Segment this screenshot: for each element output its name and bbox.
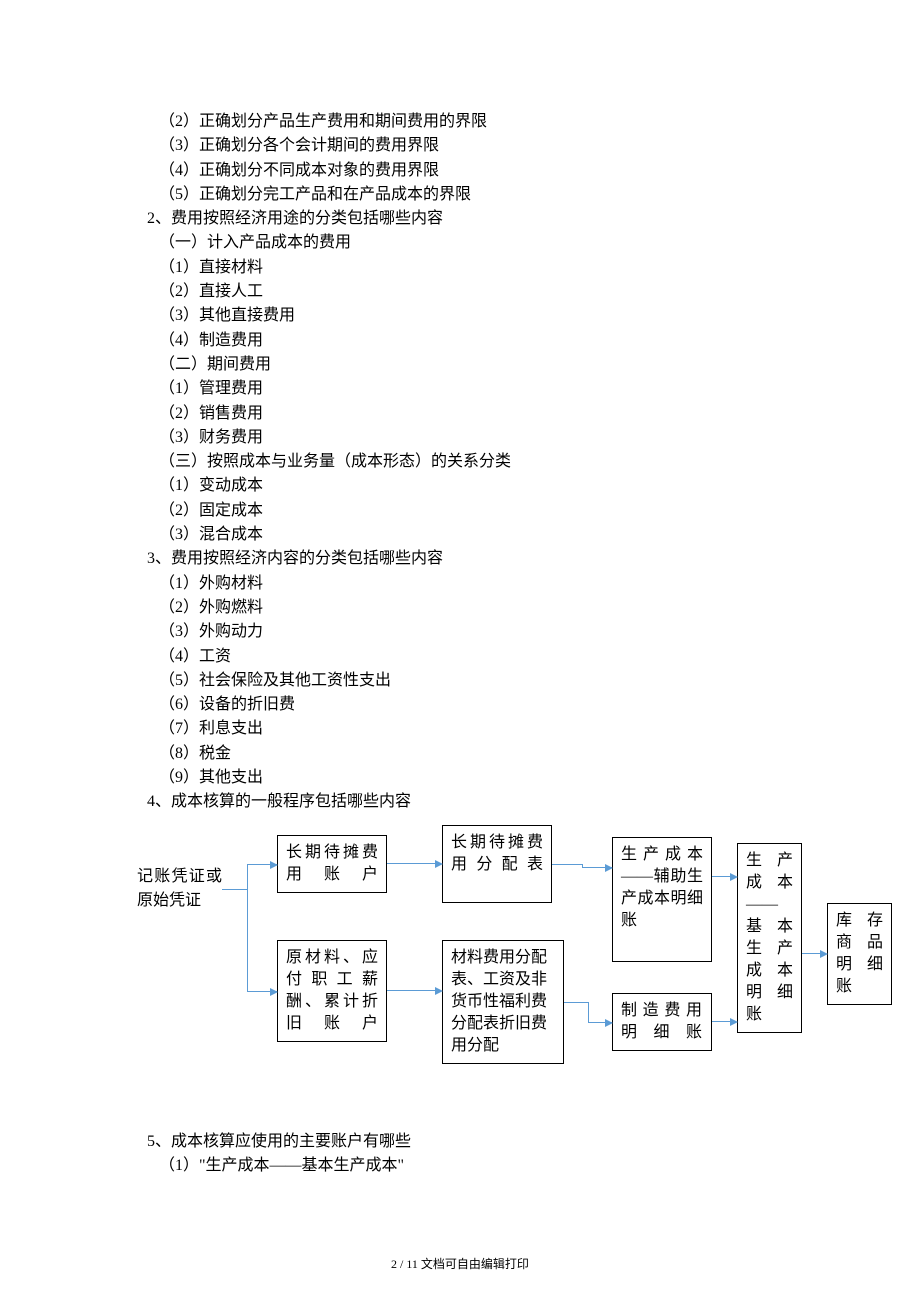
flow-node-basic-production-cost-ledger: 生产成本——基本生产成本明细账 (737, 843, 802, 1033)
flow-arrow (222, 864, 277, 889)
flow-node-long-term-deferred-allocation: 长期待摊费用分配表 (442, 825, 552, 903)
flow-node-material-salary-depreciation-allocation: 材料费用分配表、工资及非货币性福利费分配表折旧费用分配 (442, 940, 564, 1064)
flow-node-raw-materials-payroll-depreciation: 原材料、应付职工薪酬、累计折旧账户 (277, 940, 387, 1042)
body-line: （4）工资 (159, 645, 860, 669)
body-line: （9）其他支出 (159, 766, 860, 790)
question-line: 4、成本核算的一般程序包括哪些内容 (147, 790, 860, 814)
flow-arrow (564, 1002, 612, 1022)
body-line: （2）固定成本 (159, 499, 860, 523)
document-page: （2）正确划分产品生产费用和期间费用的界限 （3）正确划分各个会计期间的费用界限… (0, 0, 920, 1302)
body-line: （4）制造费用 (159, 329, 860, 353)
body-line: （5）社会保险及其他工资性支出 (159, 669, 860, 693)
body-line: （1）"生产成本——基本生产成本" (159, 1154, 860, 1178)
question-line: 3、费用按照经济内容的分类包括哪些内容 (147, 547, 860, 571)
section-line: （三）按照成本与业务量（成本形态）的关系分类 (159, 450, 860, 474)
flow-source-label: 记账凭证或原始凭证 (137, 865, 222, 913)
body-line: （1）管理费用 (159, 377, 860, 401)
body-line: （4）正确划分不同成本对象的费用界限 (159, 159, 860, 183)
body-line: （2）直接人工 (159, 280, 860, 304)
flow-node-auxiliary-production-cost-ledger: 生产成本——辅助生产成本明细账 (612, 837, 712, 962)
page-footer: 2 / 11 文档可自由编辑打印 (0, 1255, 920, 1302)
flow-arrow (222, 889, 277, 991)
spacer (147, 1080, 860, 1130)
body-line: （3）混合成本 (159, 523, 860, 547)
body-line: （3）财务费用 (159, 426, 860, 450)
flow-node-inventory-goods-ledger: 库存商品明细账 (827, 903, 892, 1005)
flow-arrow (552, 864, 612, 867)
question-line: 2、费用按照经济用途的分类包括哪些内容 (147, 207, 860, 231)
body-line: （1）外购材料 (159, 572, 860, 596)
body-line: （1）直接材料 (159, 256, 860, 280)
section-line: （二）期间费用 (159, 353, 860, 377)
body-line: （7）利息支出 (159, 717, 860, 741)
question-line: 5、成本核算应使用的主要账户有哪些 (147, 1130, 860, 1154)
body-line: （3）外购动力 (159, 620, 860, 644)
body-line: （3）其他直接费用 (159, 304, 860, 328)
body-line: （2）销售费用 (159, 402, 860, 426)
section-line: （一）计入产品成本的费用 (159, 231, 860, 255)
body-line: （3）正确划分各个会计期间的费用界限 (159, 134, 860, 158)
flow-node-long-term-deferred-account: 长期待摊费用账户 (277, 835, 387, 893)
body-line: （6）设备的折旧费 (159, 693, 860, 717)
body-line: （2）外购燃料 (159, 596, 860, 620)
body-line: （8）税金 (159, 742, 860, 766)
body-line: （2）正确划分产品生产费用和期间费用的界限 (159, 110, 860, 134)
flow-node-manufacturing-overhead-ledger: 制造费用明细账 (612, 993, 712, 1051)
body-line: （5）正确划分完工产品和在产品成本的界限 (159, 183, 860, 207)
body-line: （1）变动成本 (159, 474, 860, 498)
flowchart: 记账凭证或原始凭证 长期待摊费用账户 原材料、应付职工薪酬、累计折旧账户 长期待… (137, 825, 897, 1080)
